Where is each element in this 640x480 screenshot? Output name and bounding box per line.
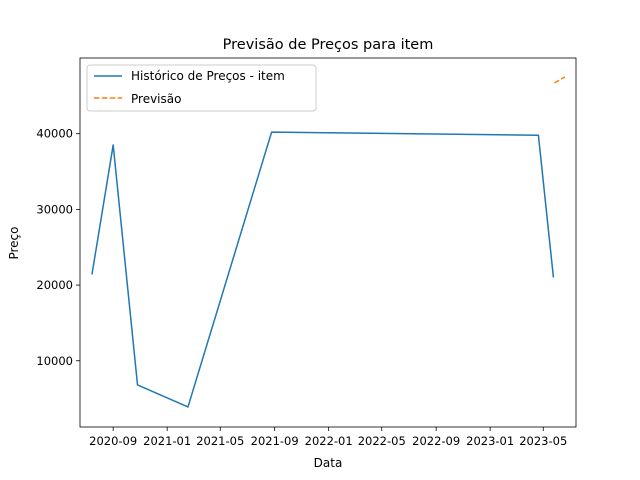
plot-area — [91, 76, 566, 408]
y-axis-label: Preço — [7, 226, 21, 259]
x-tick-label: 2021-05 — [196, 434, 244, 448]
x-tick-label: 2023-05 — [519, 434, 567, 448]
x-tick-label: 2020-09 — [89, 434, 137, 448]
x-tick-label: 2021-09 — [251, 434, 299, 448]
x-tick-label: 2022-05 — [358, 434, 406, 448]
x-axis-label: Data — [314, 456, 343, 470]
x-tick-label: 2021-01 — [143, 434, 191, 448]
series-line-1 — [553, 76, 566, 84]
x-tick-label: 2022-09 — [412, 434, 460, 448]
legend-label-historico: Histórico de Preços - item — [131, 69, 285, 83]
series-line-0 — [91, 131, 555, 408]
chart-title: Previsão de Preços para item — [223, 37, 434, 53]
x-ticks: 2020-09 2021-01 2021-05 2021-09 2022-01 2022-… — [89, 427, 567, 448]
y-tick-label: 20000 — [36, 278, 73, 292]
x-tick-label: 2022-01 — [305, 434, 353, 448]
y-tick-label: 40000 — [36, 127, 73, 141]
legend: Histórico de Preços - item Previsão — [86, 64, 317, 112]
legend-label-previsao: Previsão — [131, 92, 181, 106]
legend-box — [86, 64, 317, 112]
y-tick-label: 30000 — [36, 202, 73, 216]
x-tick-label: 2023-01 — [466, 434, 514, 448]
y-ticks: 10000 20000 30000 40000 — [36, 127, 80, 368]
axes-frame — [79, 57, 577, 428]
y-tick-label: 10000 — [36, 354, 73, 368]
